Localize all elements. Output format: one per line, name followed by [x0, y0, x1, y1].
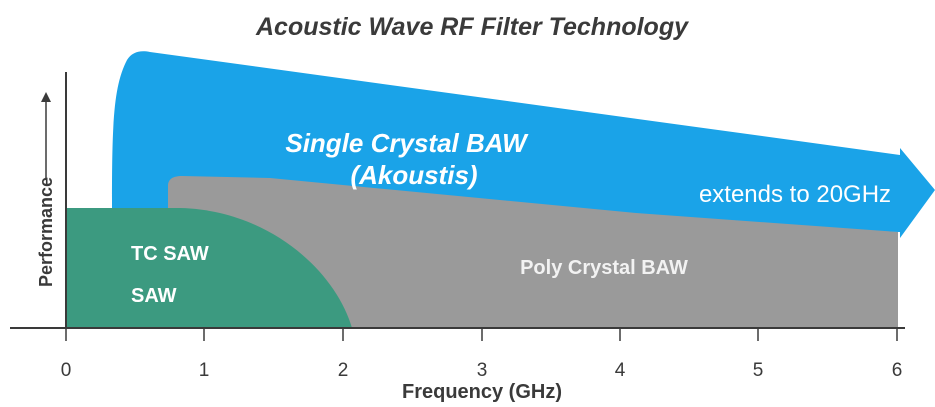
saw-label: SAW: [131, 285, 177, 307]
x-tick-label-6: 6: [892, 360, 903, 381]
x-tick-label-2: 2: [338, 360, 349, 381]
x-tick-label-4: 4: [615, 360, 626, 381]
extends-label: extends to 20GHz: [699, 181, 891, 208]
x-tick-label-3: 3: [477, 360, 488, 381]
y-axis-label: Performance: [36, 177, 56, 287]
single-crystal-label-line2: (Akoustis): [350, 160, 477, 190]
y-axis-arrow-head-icon: [41, 92, 51, 102]
single-crystal-label-line1: Single Crystal BAW: [285, 128, 529, 158]
x-tick-label-0: 0: [61, 360, 72, 381]
y-axis-label-group: Performance: [36, 177, 56, 287]
x-tick-label-5: 5: [753, 360, 764, 381]
x-tick-label-1: 1: [199, 360, 210, 381]
x-tick-marks: [65, 328, 898, 341]
poly-crystal-baw-region: [168, 176, 898, 328]
x-axis-label: Frequency (GHz): [402, 381, 562, 403]
tc-saw-label: TC SAW: [131, 243, 209, 265]
diagram-title: Acoustic Wave RF Filter Technology: [255, 13, 689, 41]
saw-region: [66, 208, 352, 328]
poly-crystal-label: Poly Crystal BAW: [520, 257, 688, 279]
